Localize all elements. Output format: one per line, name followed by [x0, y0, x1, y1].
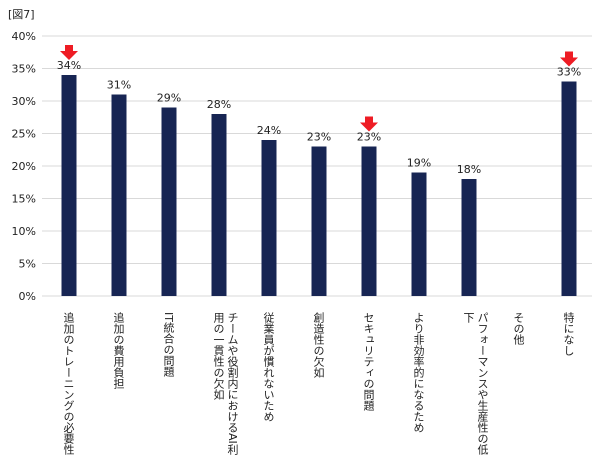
bar [111, 94, 127, 296]
data-label: 19% [407, 157, 431, 170]
bar [411, 172, 427, 296]
bar [161, 107, 177, 296]
data-label: 24% [257, 124, 281, 137]
bar [461, 179, 477, 296]
category-label: パフォーマンスや生産性の低下 [462, 312, 489, 455]
category-label: 追加のトレーニングの必要性 [62, 312, 75, 455]
y-axis-ticks: 0% 5% 10% 15% 20% 25% 30% 35% 40% [12, 30, 36, 303]
bar [61, 75, 77, 296]
data-label: 33% [557, 66, 581, 79]
category-label: 創造性の欠如 [312, 312, 325, 378]
bar [211, 114, 227, 296]
category-label: 特になし [562, 312, 575, 356]
category-label: 追加の費用負担 [112, 312, 125, 389]
down-arrow-icon [60, 45, 78, 60]
bar [361, 146, 377, 296]
category-label: IT統合の問題 [162, 312, 175, 377]
y-tick-label: 0% [19, 290, 36, 303]
data-label: 34% [57, 59, 81, 72]
data-label: 28% [207, 98, 231, 111]
down-arrow-icon [360, 116, 378, 132]
data-label: 18% [457, 163, 481, 176]
highlight-markers [60, 45, 578, 132]
bar [261, 140, 277, 296]
y-tick-label: 10% [12, 225, 36, 238]
y-tick-label: 25% [12, 128, 36, 141]
bars [61, 75, 577, 296]
category-label: 従業員が慣れないため [262, 312, 275, 422]
category-label: その他 [512, 312, 525, 345]
data-label: 29% [157, 92, 181, 105]
category-label: より非効率的になるため [412, 312, 425, 433]
data-labels: 34% 31% 29% 28% 24% 23% 23% 19% 18% 33% [57, 59, 581, 176]
y-tick-label: 15% [12, 193, 36, 206]
bar [561, 81, 577, 296]
y-tick-label: 30% [12, 95, 36, 108]
down-arrow-icon [560, 51, 578, 67]
category-label: チームや役割内におけるAI利用の一貫性の欠如 [212, 312, 239, 455]
y-tick-label: 20% [12, 160, 36, 173]
y-tick-label: 40% [12, 30, 36, 43]
bar [311, 146, 327, 296]
data-label: 31% [107, 79, 131, 92]
y-tick-label: 35% [12, 63, 36, 76]
y-tick-label: 5% [19, 258, 36, 271]
category-label: セキュリティの問題 [362, 312, 375, 411]
figure-label: [図7] [8, 8, 35, 21]
data-label: 23% [307, 131, 331, 144]
data-label: 23% [357, 131, 381, 144]
